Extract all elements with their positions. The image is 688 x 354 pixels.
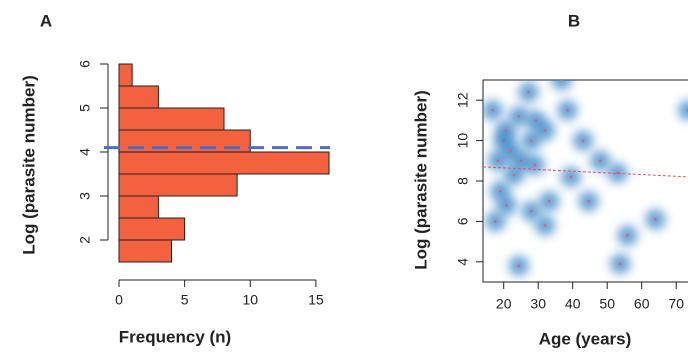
x-tick-label: 50 <box>599 296 615 312</box>
point-center <box>494 220 497 223</box>
y-tick-label: 5 <box>77 104 93 112</box>
point <box>578 191 599 212</box>
point <box>485 211 506 232</box>
point <box>560 166 581 187</box>
bar <box>118 173 238 197</box>
point-center <box>581 139 585 142</box>
x-tick-label: 0 <box>115 292 123 308</box>
point <box>590 150 611 171</box>
y-tick-label: 8 <box>455 177 471 185</box>
point <box>518 82 539 103</box>
point <box>500 140 521 161</box>
bar <box>118 107 225 131</box>
x-tick-label: 40 <box>565 296 581 312</box>
y-tick-label: 6 <box>455 217 471 225</box>
point-glow <box>551 80 572 90</box>
x-axis-label: Frequency (n) <box>119 327 231 346</box>
point-center <box>509 149 512 152</box>
point-center <box>517 115 521 118</box>
point-center <box>566 109 569 112</box>
point <box>551 80 572 90</box>
point-glow <box>678 100 688 121</box>
x-tick-label: 5 <box>181 292 189 308</box>
x-tick-label: 60 <box>634 296 650 312</box>
point-center <box>654 218 657 221</box>
point-center <box>543 224 547 227</box>
point-center <box>569 175 573 179</box>
bar <box>118 217 186 241</box>
x-tick-label: 10 <box>242 292 258 308</box>
point <box>508 106 529 127</box>
point <box>496 195 517 216</box>
panel-label: A <box>40 11 52 30</box>
y-tick-label: 10 <box>455 133 471 149</box>
point <box>521 130 542 151</box>
point-center <box>530 139 533 142</box>
point <box>678 100 688 121</box>
point-center <box>530 210 533 213</box>
y-tick-label: 4 <box>455 258 471 266</box>
y-tick-label: 12 <box>455 92 471 108</box>
point-center <box>599 159 602 163</box>
point-center <box>626 234 629 237</box>
point <box>573 130 594 151</box>
y-axis-label: Log (parasite number) <box>411 90 430 269</box>
point-center <box>504 129 508 132</box>
point <box>557 100 578 121</box>
point-center <box>496 159 500 163</box>
trend-line <box>483 166 688 178</box>
points <box>483 80 688 276</box>
panel-label: B <box>568 11 580 30</box>
point <box>504 164 525 185</box>
x-tick-label: 30 <box>530 296 546 312</box>
point-center <box>533 163 537 167</box>
point-center <box>527 90 530 94</box>
point-center <box>587 199 590 203</box>
point-center <box>491 109 494 112</box>
y-tick-label: 3 <box>77 192 93 200</box>
point <box>483 100 503 121</box>
point-center <box>560 80 563 82</box>
point <box>617 225 638 246</box>
point-center <box>512 173 516 177</box>
point-center <box>498 189 502 193</box>
point-center <box>517 264 521 268</box>
point <box>645 209 666 230</box>
x-tick-label: 70 <box>668 296 684 312</box>
point <box>610 253 631 274</box>
point-center <box>543 129 547 132</box>
bar <box>118 85 159 109</box>
point-center <box>519 159 523 163</box>
point <box>508 255 529 276</box>
point <box>524 154 545 175</box>
point <box>521 201 542 222</box>
point <box>539 191 560 212</box>
point <box>495 120 516 141</box>
y-tick-label: 2 <box>77 236 93 244</box>
x-tick-label: 15 <box>308 292 324 308</box>
y-axis-label: Log (parasite number) <box>19 75 38 254</box>
y-tick-label: 4 <box>77 148 93 156</box>
x-axis-label: Age (years) <box>539 329 632 348</box>
bar <box>118 151 330 175</box>
bar <box>118 195 159 219</box>
bar <box>118 239 172 263</box>
point-center <box>534 119 538 122</box>
point <box>535 120 556 141</box>
point-center <box>505 203 508 207</box>
bar <box>118 63 133 87</box>
y-tick-label: 6 <box>77 60 93 68</box>
point <box>535 215 556 236</box>
point-center <box>619 262 622 266</box>
x-tick-label: 20 <box>496 296 512 312</box>
point-center <box>547 199 551 203</box>
